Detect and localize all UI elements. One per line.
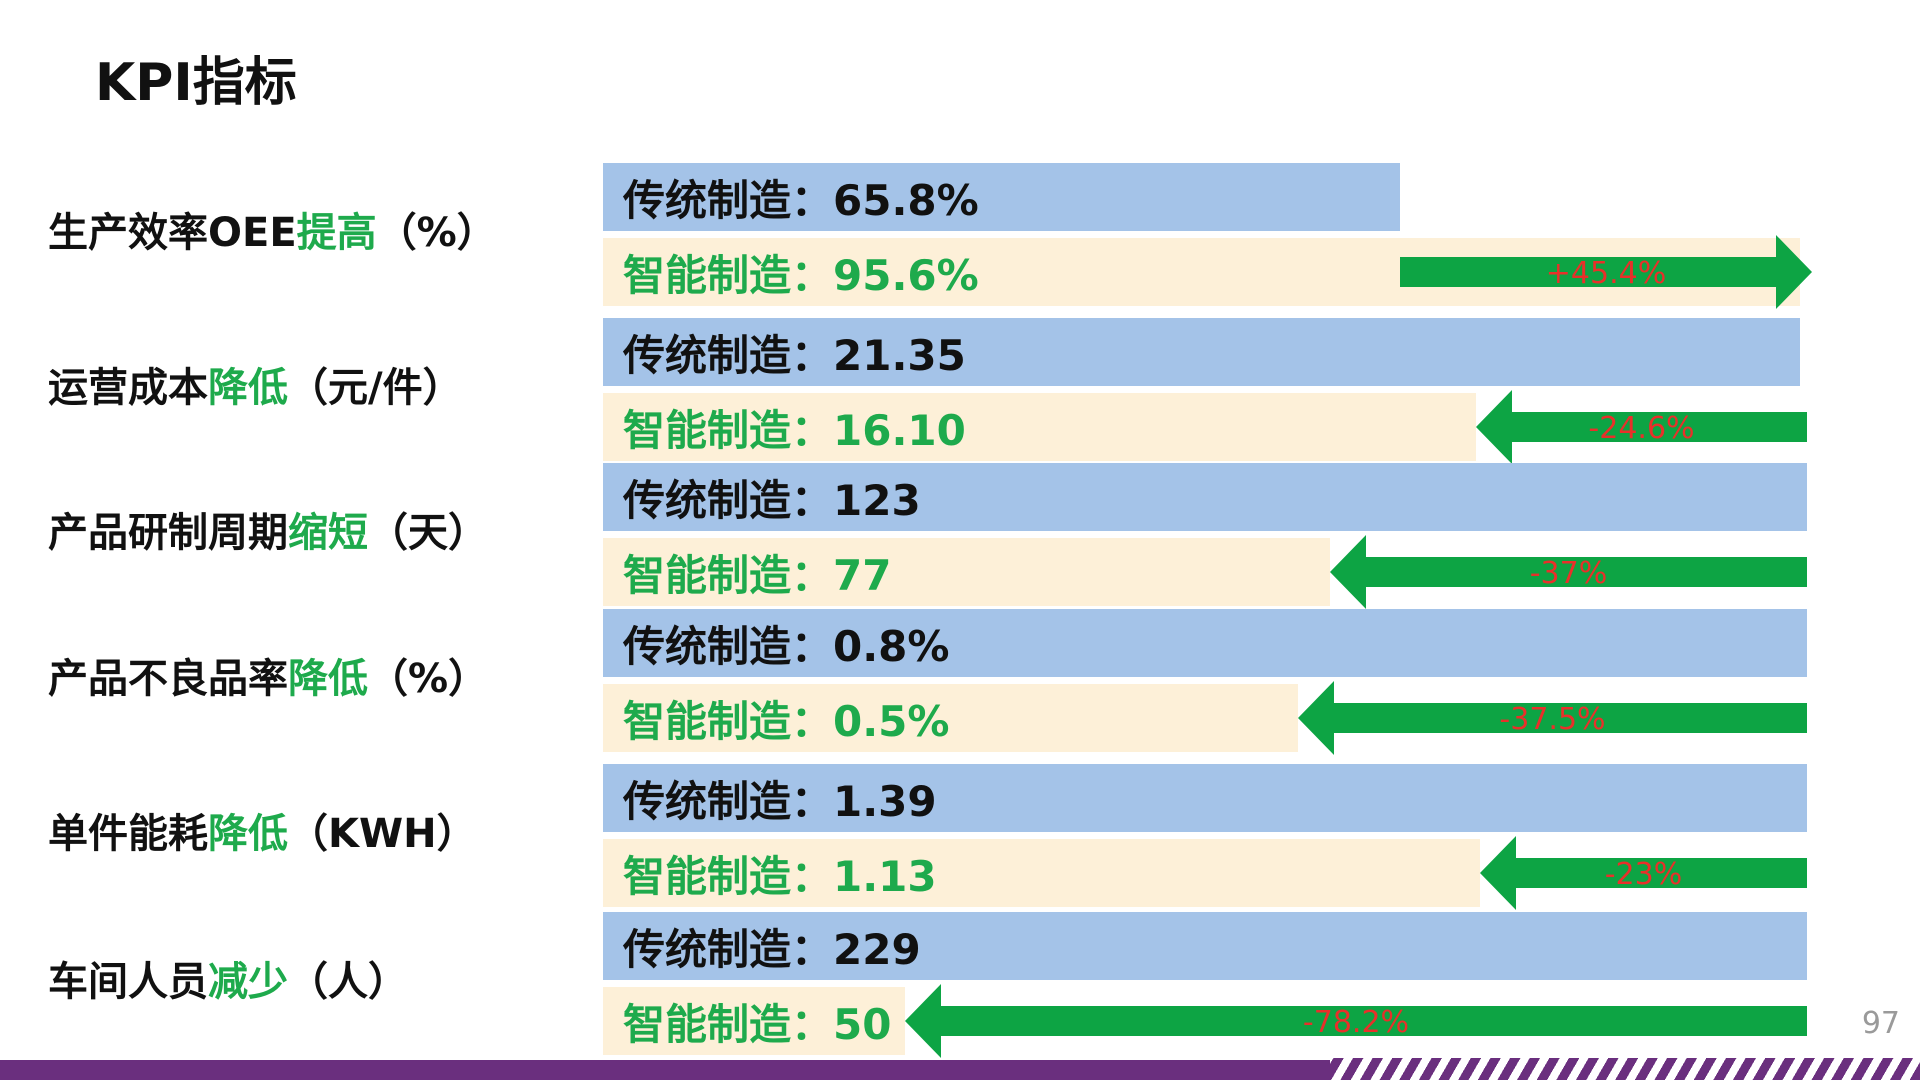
kpi-label-unit: （%） [376,210,497,256]
smart-value: 智能制造：77 [623,550,892,600]
kpi-label-name: 产品不良品率 [48,656,288,702]
kpi-label-unit: （KWH） [288,811,477,857]
kpi-label-name: 生产效率OEE [48,210,297,256]
kpi-label-0: 生产效率OEE提高（%） [48,203,497,263]
kpi-label-highlight: 减少 [208,959,288,1005]
smart-value: 智能制造：16.10 [623,405,966,455]
arrow-shape [1480,836,1807,910]
traditional-value: 传统制造：65.8% [623,175,979,225]
arrow-shape [1476,390,1807,464]
page-number: 97 [1861,1006,1900,1041]
traditional-value: 传统制造：0.8% [623,621,950,671]
smart-bar-4: 智能制造：1.13 [603,839,1480,907]
traditional-value: 传统制造：21.35 [623,330,966,380]
change-arrow-5: -78.2% [905,984,1807,1058]
change-label: -37.5% [1499,702,1605,737]
smart-bar-5: 智能制造：50 [603,987,905,1055]
change-arrow-0: +45.4% [1400,235,1812,309]
footer-stripes [1330,1058,1920,1080]
traditional-value: 传统制造：229 [623,924,921,974]
arrow-shape [905,984,1807,1058]
smart-bar-1: 智能制造：16.10 [603,393,1476,461]
change-label: +45.4% [1546,256,1666,291]
kpi-label-highlight: 降低 [208,365,288,411]
change-arrow-3: -37.5% [1298,681,1807,755]
arrow-shape [1330,535,1807,609]
arrow-shape [1298,681,1807,755]
kpi-label-unit: （%） [368,656,489,702]
traditional-bar-0: 传统制造：65.8% [603,163,1400,231]
kpi-label-3: 产品不良品率降低（%） [48,649,488,709]
kpi-label-highlight: 提高 [296,210,377,256]
smart-value: 智能制造：95.6% [623,250,979,300]
change-arrow-2: -37% [1330,535,1807,609]
kpi-label-5: 车间人员减少（人） [48,952,408,1012]
kpi-label-4: 单件能耗降低（KWH） [48,804,477,864]
kpi-label-unit: （元/件） [288,365,463,411]
traditional-value: 传统制造：1.39 [623,776,937,826]
traditional-bar-2: 传统制造：123 [603,463,1807,531]
smart-value: 智能制造：0.5% [623,696,950,746]
traditional-bar-1: 传统制造：21.35 [603,318,1800,386]
traditional-bar-5: 传统制造：229 [603,912,1807,980]
change-label: -23% [1605,857,1683,892]
arrow-shape [1400,235,1812,309]
kpi-label-highlight: 降低 [288,656,368,702]
traditional-bar-4: 传统制造：1.39 [603,764,1807,832]
traditional-bar-3: 传统制造：0.8% [603,609,1807,677]
kpi-label-2: 产品研制周期缩短（天） [48,503,488,563]
smart-value: 智能制造：50 [623,999,892,1049]
smart-bar-3: 智能制造：0.5% [603,684,1298,752]
change-arrow-1: -24.6% [1476,390,1807,464]
kpi-label-name: 单件能耗 [48,811,208,857]
kpi-label-1: 运营成本降低（元/件） [48,358,463,418]
kpi-label-highlight: 缩短 [288,510,368,556]
change-arrow-4: -23% [1480,836,1807,910]
traditional-value: 传统制造：123 [623,475,921,525]
kpi-label-unit: （天） [368,510,488,556]
kpi-label-highlight: 降低 [208,811,288,857]
change-label: -37% [1530,556,1608,591]
change-label: -78.2% [1303,1005,1409,1040]
smart-bar-2: 智能制造：77 [603,538,1330,606]
change-label: -24.6% [1588,411,1694,446]
kpi-label-unit: （人） [288,959,408,1005]
kpi-label-name: 运营成本 [48,365,208,411]
smart-value: 智能制造：1.13 [623,851,937,901]
kpi-label-name: 车间人员 [48,959,208,1005]
slide-title: KPI指标 [95,53,297,113]
kpi-label-name: 产品研制周期 [48,510,288,556]
